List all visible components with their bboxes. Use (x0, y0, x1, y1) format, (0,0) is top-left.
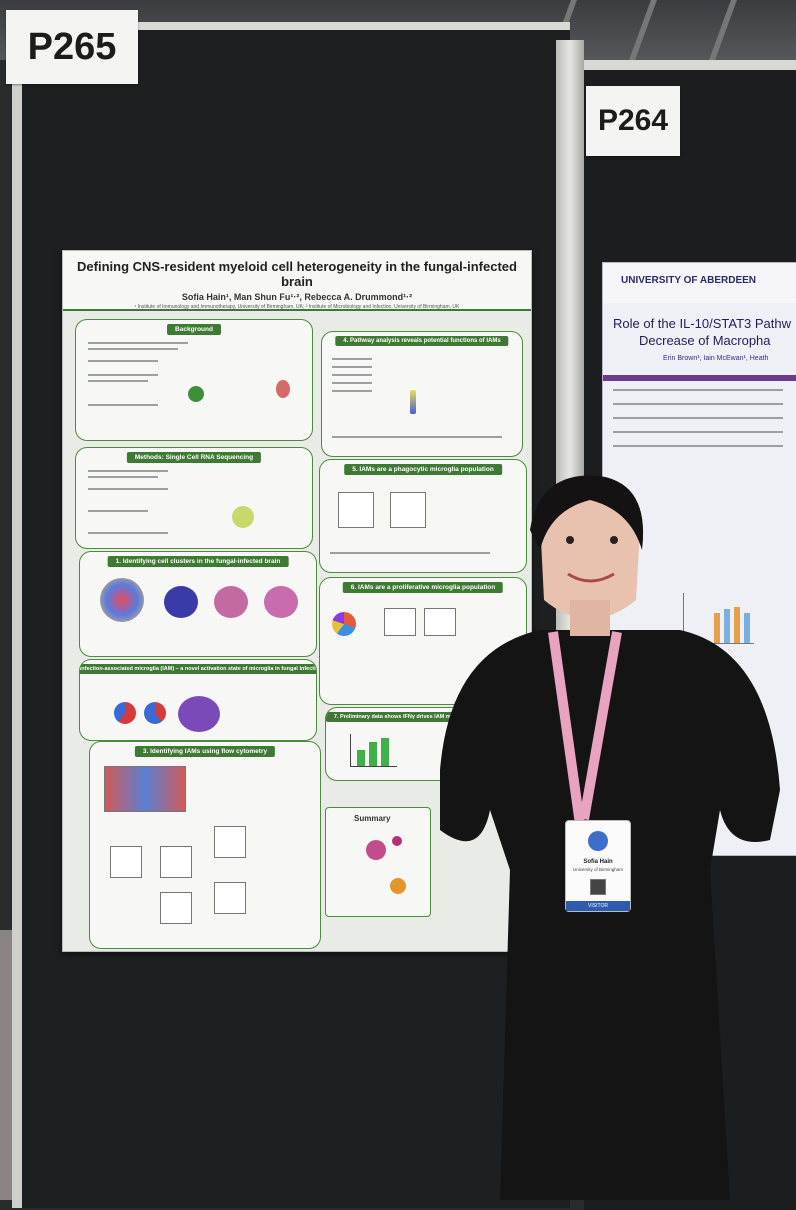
phagocytic-panel: 5. IAMs are a phagocytic microglia popul… (319, 459, 527, 573)
badge-visitor-label: VISITOR (566, 901, 630, 911)
booth-number-left: P265 (6, 10, 138, 84)
summary-panel: Summary (325, 807, 431, 917)
adjacent-poster-authors: Erin Brown¹, Iain McEwan¹, Heath (663, 355, 769, 362)
background-panel: Background (75, 319, 313, 441)
pie-chart (144, 702, 166, 724)
flow-plot (110, 846, 142, 878)
umap-plot (100, 578, 144, 622)
section-heading: 1. Identifying cell clusters in the fung… (107, 556, 289, 567)
section-heading: Background (167, 324, 221, 335)
bar (714, 613, 720, 643)
purple-band (603, 375, 796, 381)
main-poster: Defining CNS-resident myeloid cell heter… (62, 250, 532, 952)
pie-chart (332, 612, 356, 636)
clusters-panel: 1. Identifying cell clusters in the fung… (79, 551, 317, 657)
eye (610, 536, 618, 544)
bar-chart (683, 593, 754, 644)
section-heading: 7. Preliminary data shows IFNγ drives IA… (326, 712, 498, 722)
lungs-icon (276, 380, 290, 398)
neck (570, 600, 610, 636)
section-heading: 2. Infection-associated microglia (IAM) … (80, 664, 316, 674)
bar-chart (350, 734, 397, 767)
section-heading: Methods: Single Cell RNA Sequencing (126, 452, 262, 463)
cell-icon (232, 506, 254, 528)
umap-plot (164, 586, 198, 618)
flow-plot (160, 892, 192, 924)
badge-name: Sofia Hain (583, 859, 613, 865)
smile (567, 572, 615, 583)
badge-organization: University of Birmingham (572, 867, 623, 872)
flow-plot (390, 492, 426, 528)
iam-panel: 2. Infection-associated microglia (IAM) … (79, 659, 317, 741)
bar (381, 738, 389, 766)
cell-icon (392, 836, 402, 846)
section-heading: 3. Identifying IAMs using flow cytometry (134, 746, 276, 757)
microglia-icon (366, 840, 386, 860)
poster-affiliations: ¹ Institute of Immunology and Immunother… (134, 304, 460, 310)
poster-header: Defining CNS-resident myeloid cell heter… (63, 251, 531, 311)
bar (369, 742, 377, 766)
presenter-person (440, 475, 780, 1200)
pie-chart (114, 702, 136, 724)
flow-plot (338, 492, 374, 528)
institution-logo-text: UNIVERSITY OF ABERDEEN (621, 275, 757, 286)
pathway-panel: 4. Pathway analysis reveals potential fu… (321, 331, 523, 457)
conference-logo-icon (588, 831, 608, 851)
eye (566, 536, 574, 544)
poster-authors: Sofia Hain¹, Man Shun Fu¹·², Rebecca A. … (181, 292, 413, 302)
face (540, 478, 641, 619)
umap-plot (178, 696, 220, 732)
bar (724, 609, 730, 643)
black-outfit (440, 630, 780, 1200)
poster-title: Defining CNS-resident myeloid cell heter… (77, 259, 517, 289)
flow-plot (160, 846, 192, 878)
flow-plot (214, 826, 246, 858)
heatmap (104, 766, 186, 812)
name-badge: Sofia Hain University of Birmingham VISI… (565, 820, 631, 912)
cell-icon (390, 878, 406, 894)
floor (0, 930, 12, 1200)
bar (744, 613, 750, 643)
hair (530, 475, 644, 550)
section-heading: 6. IAMs are a proliferative microglia po… (342, 582, 504, 593)
flow-plot (214, 882, 246, 914)
ceiling-truss (709, 0, 737, 60)
umap-plot (264, 586, 298, 618)
section-heading: 5. IAMs are a phagocytic microglia popul… (344, 464, 502, 475)
qr-code-icon (590, 879, 606, 895)
section-heading: Summary (354, 814, 391, 823)
flow-panel: 3. Identifying IAMs using flow cytometry (89, 741, 321, 949)
methods-panel: Methods: Single Cell RNA Sequencing (75, 447, 313, 549)
umap-plot (214, 586, 248, 618)
bar (734, 607, 740, 643)
tree-icon (188, 386, 204, 402)
flow-plot (384, 608, 416, 636)
bar (357, 750, 365, 766)
section-heading: 4. Pathway analysis reveals potential fu… (335, 336, 509, 346)
adjacent-poster-title: Role of the IL-10/STAT3 Pathw Decrease o… (613, 316, 791, 348)
booth-number-right: P264 (586, 86, 680, 156)
poster-header: UNIVERSITY OF ABERDEEN (603, 263, 796, 303)
flow-plot (424, 608, 456, 636)
ceiling-truss (629, 0, 657, 60)
color-scale (410, 390, 416, 414)
